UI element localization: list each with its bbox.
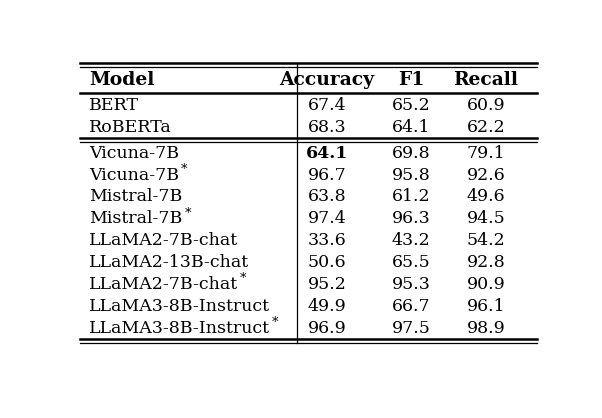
Text: 67.4: 67.4	[308, 97, 347, 114]
Text: 96.7: 96.7	[308, 166, 347, 184]
Text: RoBERTa: RoBERTa	[89, 119, 172, 135]
Text: Accuracy: Accuracy	[279, 71, 375, 89]
Text: 54.2: 54.2	[467, 232, 505, 249]
Text: 64.1: 64.1	[306, 145, 349, 162]
Text: 96.9: 96.9	[308, 320, 347, 337]
Text: 65.5: 65.5	[392, 254, 430, 271]
Text: 79.1: 79.1	[467, 145, 505, 162]
Text: 63.8: 63.8	[308, 189, 347, 205]
Text: 65.2: 65.2	[392, 97, 430, 114]
Text: *: *	[240, 272, 247, 285]
Text: 61.2: 61.2	[392, 189, 430, 205]
Text: 97.4: 97.4	[308, 210, 347, 227]
Text: BERT: BERT	[89, 97, 139, 114]
Text: Mistral-7B: Mistral-7B	[89, 210, 182, 227]
Text: 95.3: 95.3	[392, 276, 430, 293]
Text: Vicuna-7B: Vicuna-7B	[89, 145, 179, 162]
Text: 68.3: 68.3	[308, 119, 347, 135]
Text: 95.2: 95.2	[308, 276, 347, 293]
Text: 90.9: 90.9	[467, 276, 505, 293]
Text: LLaMA3-8B-Instruct: LLaMA3-8B-Instruct	[89, 298, 270, 315]
Text: 43.2: 43.2	[392, 232, 430, 249]
Text: LLaMA2-13B-chat: LLaMA2-13B-chat	[89, 254, 249, 271]
Text: LLaMA2-7B-chat: LLaMA2-7B-chat	[89, 276, 238, 293]
Text: 96.3: 96.3	[392, 210, 430, 227]
Text: F1: F1	[398, 71, 424, 89]
Text: 92.6: 92.6	[467, 166, 505, 184]
Text: Vicuna-7B: Vicuna-7B	[89, 166, 179, 184]
Text: Mistral-7B: Mistral-7B	[89, 189, 182, 205]
Text: 98.9: 98.9	[467, 320, 505, 337]
Text: 62.2: 62.2	[467, 119, 505, 135]
Text: 33.6: 33.6	[308, 232, 347, 249]
Text: 66.7: 66.7	[392, 298, 430, 315]
Text: 95.8: 95.8	[392, 166, 430, 184]
Text: Model: Model	[89, 71, 155, 89]
Text: 96.1: 96.1	[467, 298, 505, 315]
Text: 92.8: 92.8	[467, 254, 505, 271]
Text: 64.1: 64.1	[392, 119, 430, 135]
Text: LLaMA3-8B-Instruct: LLaMA3-8B-Instruct	[89, 320, 270, 337]
Text: 60.9: 60.9	[467, 97, 505, 114]
Text: 49.9: 49.9	[308, 298, 347, 315]
Text: 69.8: 69.8	[392, 145, 430, 162]
Text: 94.5: 94.5	[467, 210, 505, 227]
Text: 50.6: 50.6	[308, 254, 347, 271]
Text: LLaMA2-7B-chat: LLaMA2-7B-chat	[89, 232, 238, 249]
Text: *: *	[181, 163, 188, 176]
Text: 49.6: 49.6	[467, 189, 505, 205]
Text: *: *	[272, 316, 279, 329]
Text: 97.5: 97.5	[392, 320, 430, 337]
Text: Recall: Recall	[453, 71, 518, 89]
Text: *: *	[184, 206, 191, 219]
